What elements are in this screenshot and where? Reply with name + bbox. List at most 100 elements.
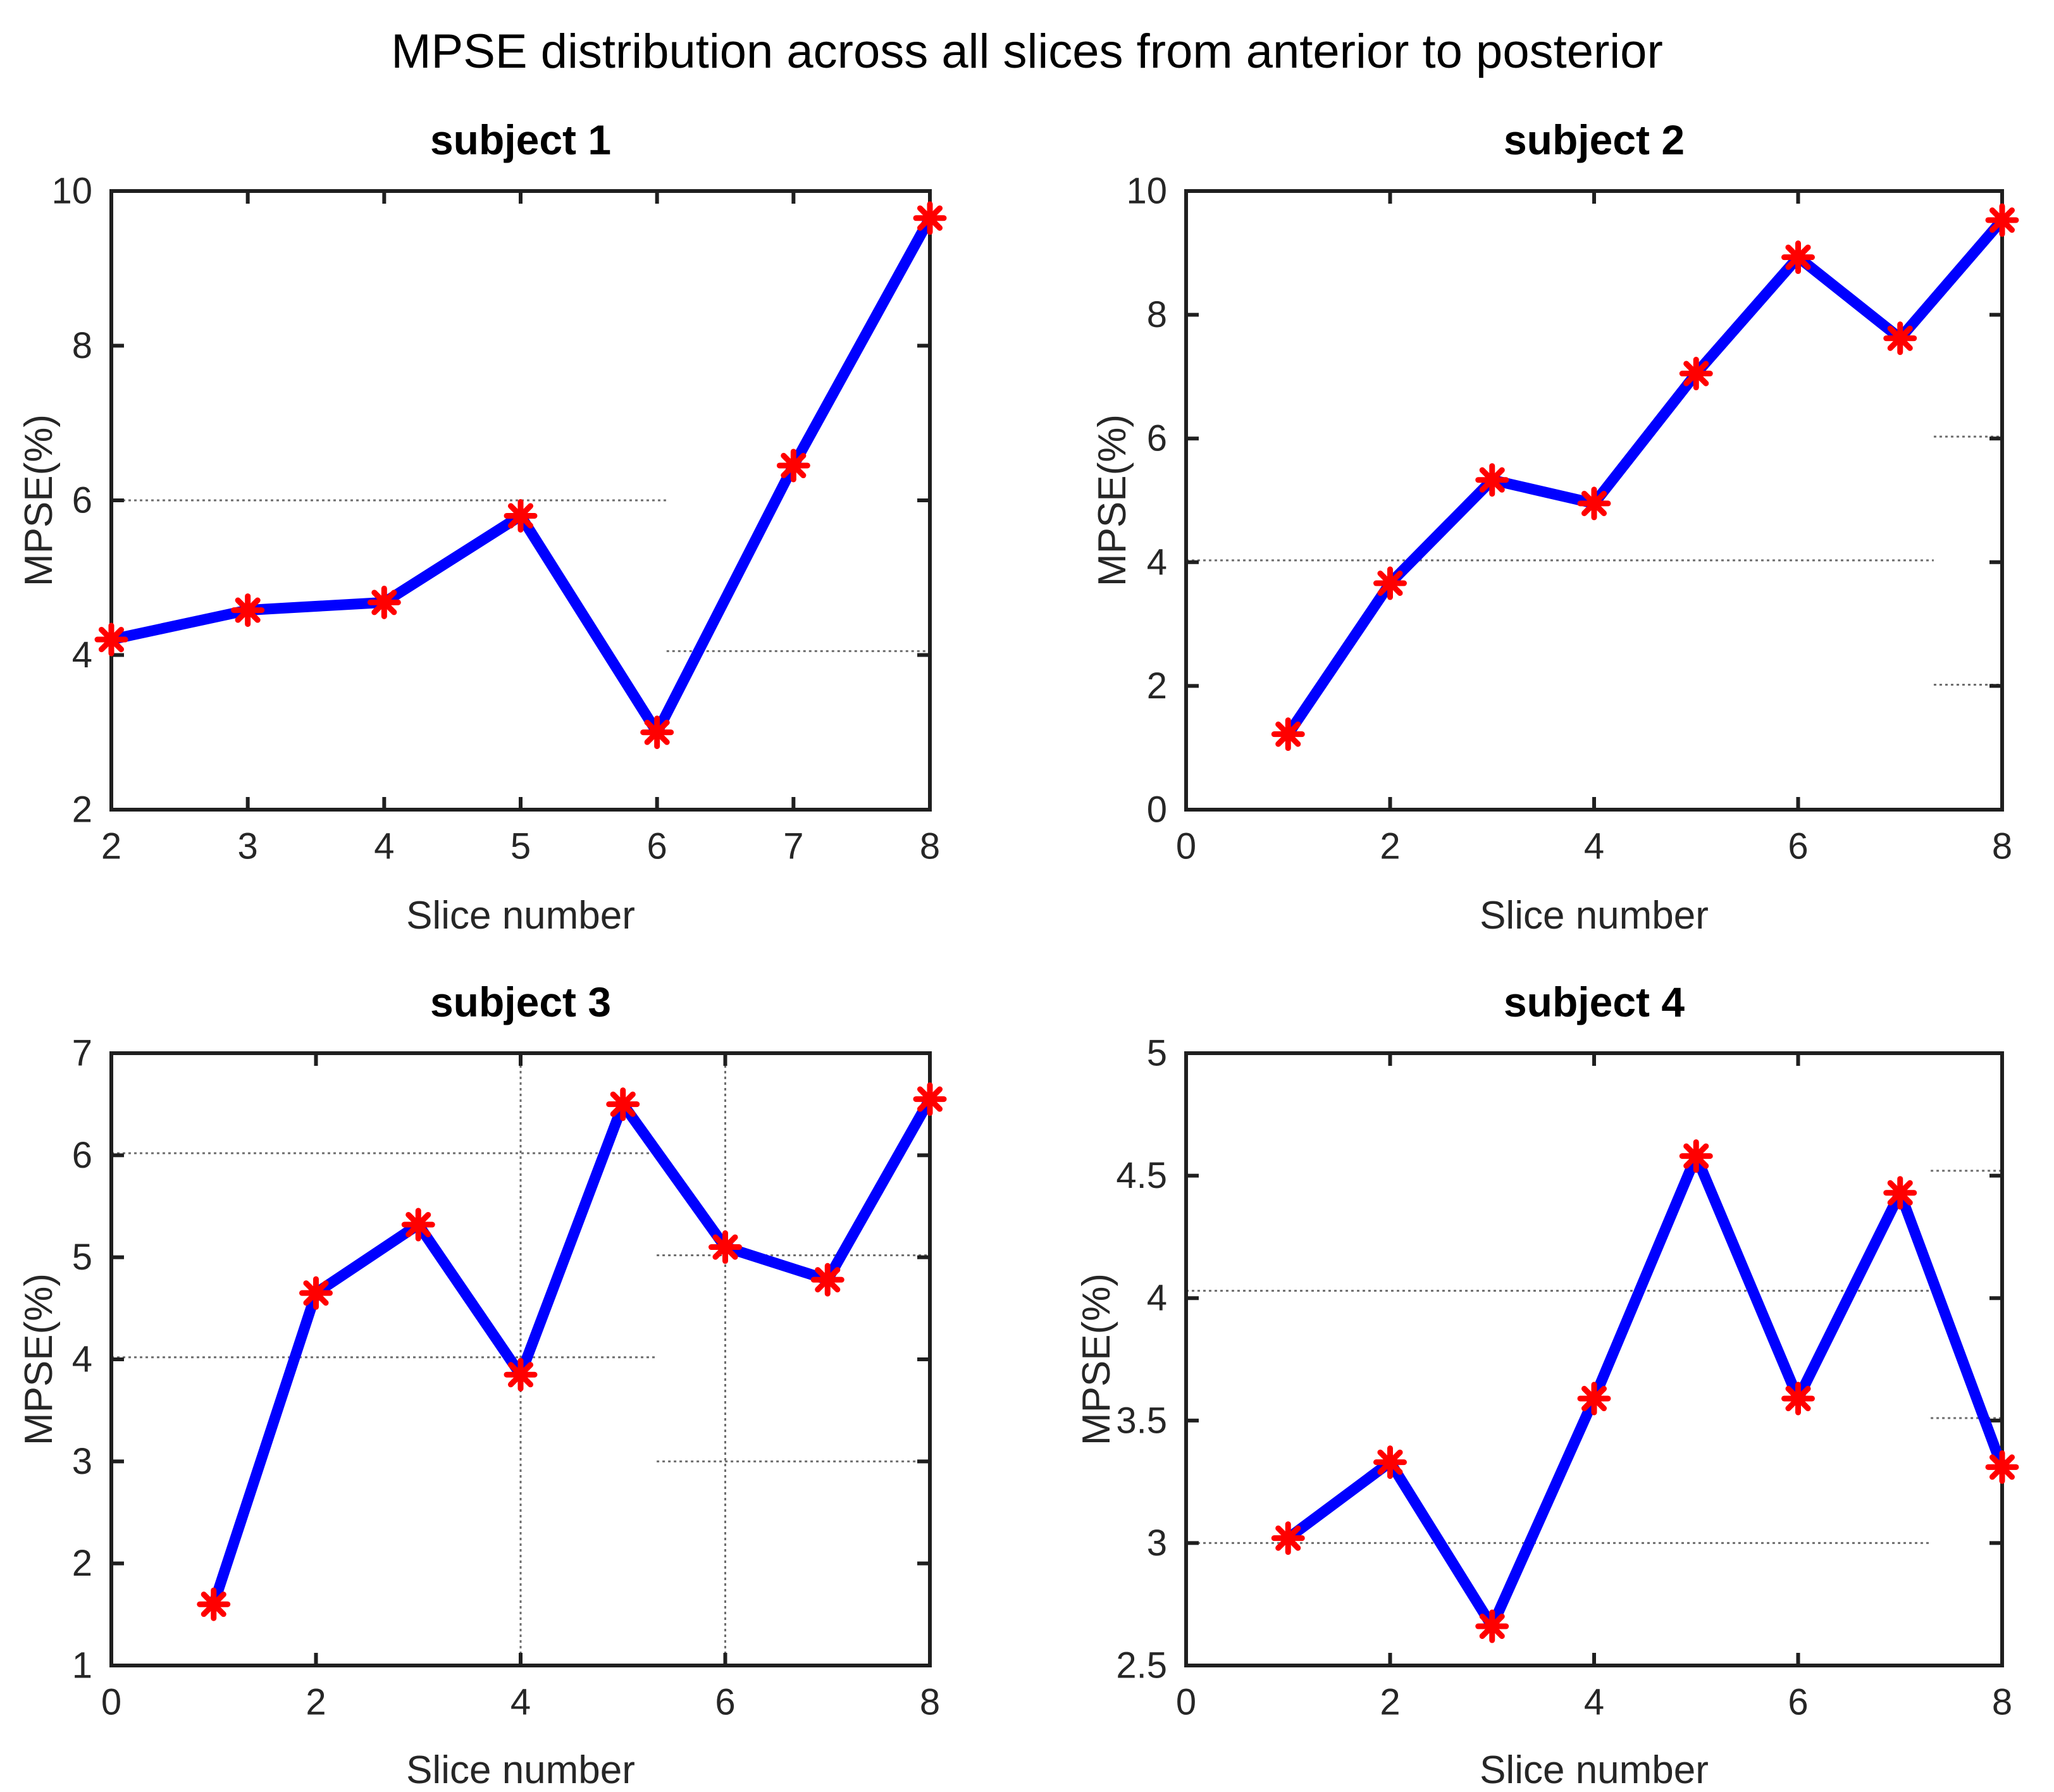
plot-area-subject-4: 0 2 4 6 8 2.5 3 3.5 4 4.5 5 [1116,1033,2019,1723]
svg-text:5: 5 [510,826,531,867]
svg-text:8: 8 [1992,826,2012,867]
svg-text:3: 3 [1147,1523,1167,1564]
svg-text:6: 6 [72,1135,92,1176]
svg-text:8: 8 [920,1682,940,1723]
marker-asterisk [1271,1521,1305,1555]
marker-asterisk [401,1208,435,1242]
y-axis-label-subject-4: MPSE(%) [1075,1273,1118,1446]
subplot-title-subject-2: subject 2 [1503,116,1685,163]
svg-text:5: 5 [1147,1033,1167,1074]
svg-text:3: 3 [72,1441,92,1482]
grid-segments [1186,1170,2002,1544]
svg-text:2: 2 [1380,1682,1400,1723]
svg-text:7: 7 [72,1033,92,1074]
marker-asterisk [606,1087,640,1122]
svg-text:6: 6 [72,480,92,521]
marker-asterisk [1985,203,2019,237]
marker-asterisk [913,1082,947,1116]
mpse-series-line [106,213,936,738]
axis-ticks [109,1051,932,1667]
grid-segments [1186,435,2002,686]
svg-text:2: 2 [72,789,92,831]
marker-asterisk [1883,321,1917,355]
data-point-markers [94,201,947,750]
marker-asterisk [1781,240,1815,275]
y-tick-labels: 2 4 6 8 10 [51,171,92,831]
svg-text:4: 4 [1584,826,1604,867]
plot-area-subject-2: 0 2 4 6 8 0 2 4 6 8 10 [1126,171,2019,867]
grid-segments [111,499,930,652]
x-tick-labels: 0 2 4 6 8 [1176,826,2012,867]
x-tick-labels: 0 2 4 6 8 [101,1682,940,1723]
marker-asterisk [1577,486,1611,521]
svg-text:6: 6 [1788,826,1808,867]
marker-asterisk [1883,1176,1917,1210]
x-axis-label-subject-1: Slice number [406,894,635,937]
x-axis-label-subject-3: Slice number [406,1748,635,1792]
axis-ticks [1184,189,2004,812]
marker-asterisk [708,1230,742,1264]
marker-asterisk [504,498,538,533]
marker-asterisk [1679,357,1713,391]
marker-asterisk [1781,1381,1815,1416]
svg-text:0: 0 [1176,1682,1196,1723]
y-axis-label-subject-1: MPSE(%) [17,414,61,587]
svg-text:4: 4 [374,826,394,867]
subplot-title-subject-1: subject 1 [430,116,612,163]
svg-text:2: 2 [101,826,121,867]
marker-asterisk [1373,1445,1407,1480]
marker-asterisk [776,448,810,483]
svg-text:6: 6 [647,826,667,867]
x-tick-labels: 2 3 4 5 6 7 8 [101,826,940,867]
svg-text:7: 7 [783,826,803,867]
x-tick-labels: 0 2 4 6 8 [1176,1682,2012,1723]
marker-asterisk [1985,1450,2019,1484]
svg-text:8: 8 [72,325,92,366]
svg-text:3.5: 3.5 [1116,1400,1167,1441]
svg-text:3: 3 [238,826,258,867]
svg-text:6: 6 [1788,1682,1808,1723]
plot-area-subject-3: 0 2 4 6 8 1 2 3 4 5 6 7 [72,1033,947,1723]
mpse-series-line [208,1094,936,1610]
y-tick-labels: 1 2 3 4 5 6 7 [72,1033,92,1686]
figure-main-title: MPSE distribution across all slices from… [391,25,1663,78]
y-axis-label-subject-2: MPSE(%) [1091,414,1134,587]
svg-text:4.5: 4.5 [1116,1155,1167,1196]
marker-asterisk [913,201,947,235]
marker-asterisk [197,1587,231,1621]
svg-text:4: 4 [510,1682,531,1723]
subplot-title-subject-4: subject 4 [1503,979,1685,1025]
svg-text:8: 8 [1992,1682,2012,1723]
svg-text:6: 6 [715,1682,735,1723]
svg-text:8: 8 [1147,294,1167,335]
svg-text:4: 4 [72,634,92,676]
svg-text:1: 1 [72,1645,92,1686]
svg-text:4: 4 [72,1339,92,1380]
marker-asterisk [1679,1139,1713,1173]
y-tick-labels: 2.5 3 3.5 4 4.5 5 [1116,1033,1167,1686]
svg-text:2.5: 2.5 [1116,1645,1167,1686]
svg-text:2: 2 [1147,665,1167,707]
marker-asterisk [231,593,265,627]
marker-asterisk [1577,1381,1611,1416]
svg-text:8: 8 [920,826,940,867]
plot-area-subject-1: 2 3 4 5 6 7 8 2 4 6 8 10 [51,171,947,867]
y-tick-labels: 0 2 4 6 8 10 [1126,171,1167,831]
svg-text:0: 0 [1176,826,1196,867]
svg-text:2: 2 [72,1543,92,1584]
data-point-markers [1271,203,2019,751]
data-point-markers [1271,1139,2019,1643]
svg-text:2: 2 [306,1682,326,1723]
svg-text:6: 6 [1147,418,1167,459]
y-axis-label-subject-3: MPSE(%) [17,1273,61,1446]
svg-text:4: 4 [1147,1278,1167,1319]
axis-ticks [109,189,932,812]
svg-text:0: 0 [101,1682,121,1723]
axes-frame [1184,1051,2004,1667]
marker-asterisk [1475,1609,1509,1643]
data-point-markers [197,1082,947,1621]
marker-asterisk [1373,566,1407,600]
svg-text:4: 4 [1147,541,1167,583]
x-axis-label-subject-2: Slice number [1480,894,1709,937]
